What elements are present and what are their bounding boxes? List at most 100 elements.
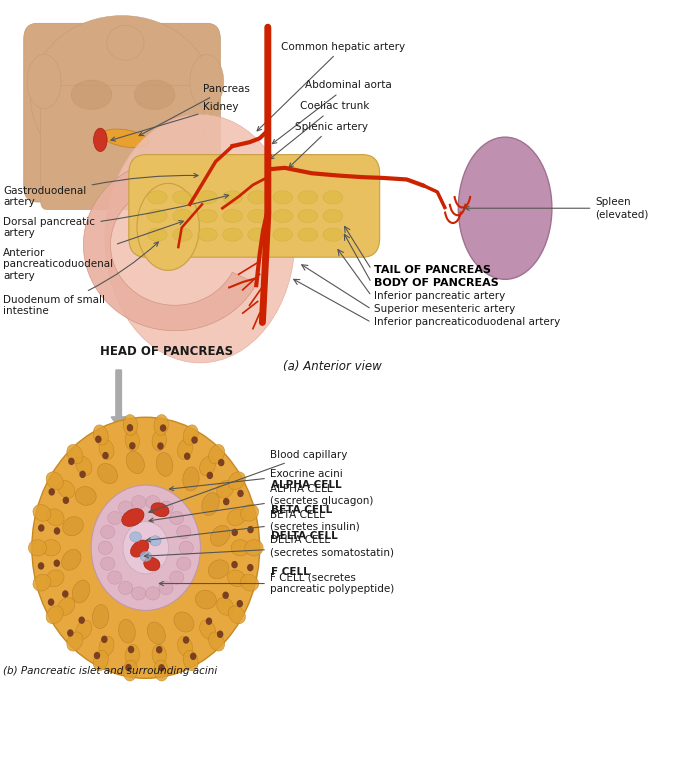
Text: Spleen
(elevated): Spleen (elevated): [465, 197, 649, 219]
Ellipse shape: [147, 622, 165, 644]
Ellipse shape: [92, 605, 108, 629]
Text: Superior mesenteric artery: Superior mesenteric artery: [374, 305, 515, 314]
Ellipse shape: [172, 190, 193, 204]
Ellipse shape: [58, 598, 75, 615]
Ellipse shape: [94, 650, 108, 671]
Ellipse shape: [67, 444, 83, 464]
Ellipse shape: [178, 636, 193, 657]
Circle shape: [47, 598, 54, 606]
Ellipse shape: [195, 591, 216, 609]
Ellipse shape: [46, 606, 63, 624]
Ellipse shape: [228, 472, 245, 490]
Text: Coeliac trunk: Coeliac trunk: [270, 102, 370, 159]
Ellipse shape: [323, 228, 342, 242]
Ellipse shape: [248, 209, 267, 222]
Ellipse shape: [119, 581, 133, 594]
Ellipse shape: [125, 645, 140, 665]
Ellipse shape: [131, 540, 148, 557]
Ellipse shape: [132, 587, 146, 600]
Ellipse shape: [172, 228, 193, 242]
Ellipse shape: [73, 580, 89, 603]
FancyArrowPatch shape: [112, 371, 125, 427]
Ellipse shape: [156, 452, 173, 476]
Text: Duodenum of small
intestine: Duodenum of small intestine: [3, 242, 159, 316]
Ellipse shape: [42, 540, 60, 556]
Circle shape: [54, 528, 60, 535]
Text: DELTA CELL: DELTA CELL: [271, 531, 337, 541]
Ellipse shape: [209, 632, 224, 651]
Ellipse shape: [209, 444, 224, 464]
Text: Common hepatic artery: Common hepatic artery: [257, 42, 405, 131]
Ellipse shape: [228, 509, 245, 525]
Ellipse shape: [100, 525, 115, 538]
Ellipse shape: [228, 570, 245, 587]
Ellipse shape: [183, 467, 199, 491]
Circle shape: [218, 459, 224, 466]
Ellipse shape: [183, 650, 198, 671]
Text: Inferior pancreatic artery: Inferior pancreatic artery: [374, 291, 506, 301]
Circle shape: [94, 652, 100, 660]
Ellipse shape: [152, 645, 166, 665]
Circle shape: [184, 452, 191, 460]
Text: Splenic artery: Splenic artery: [289, 122, 368, 167]
Ellipse shape: [108, 511, 122, 524]
Ellipse shape: [149, 536, 161, 545]
Ellipse shape: [46, 472, 63, 490]
Circle shape: [125, 664, 132, 671]
Text: ALPHA CELL: ALPHA CELL: [271, 479, 341, 490]
Ellipse shape: [190, 54, 224, 109]
Ellipse shape: [174, 612, 194, 632]
Text: HEAD OF PANCREAS: HEAD OF PANCREAS: [100, 346, 233, 358]
Ellipse shape: [202, 493, 219, 515]
Ellipse shape: [71, 80, 112, 110]
Circle shape: [95, 435, 102, 443]
Circle shape: [231, 528, 238, 536]
Ellipse shape: [323, 209, 342, 222]
Text: F CELL (secretes
pancreatic polypeptide): F CELL (secretes pancreatic polypeptide): [159, 573, 394, 594]
Ellipse shape: [132, 496, 146, 509]
Circle shape: [207, 472, 213, 479]
Ellipse shape: [323, 190, 342, 204]
Ellipse shape: [33, 574, 51, 591]
Ellipse shape: [178, 439, 193, 459]
Ellipse shape: [125, 430, 140, 451]
Ellipse shape: [148, 228, 167, 242]
Ellipse shape: [198, 228, 217, 242]
Text: ALPHA CELL
(secretes glucagon): ALPHA CELL (secretes glucagon): [149, 484, 373, 522]
Ellipse shape: [146, 496, 160, 509]
Circle shape: [123, 521, 169, 574]
Text: BETA CELL
(secretes insulin): BETA CELL (secretes insulin): [146, 510, 359, 542]
Ellipse shape: [217, 480, 234, 498]
Ellipse shape: [298, 228, 317, 242]
Circle shape: [62, 497, 69, 504]
Circle shape: [190, 653, 197, 660]
Circle shape: [79, 471, 86, 478]
FancyBboxPatch shape: [129, 155, 380, 257]
Ellipse shape: [33, 504, 51, 521]
Ellipse shape: [58, 480, 75, 498]
Ellipse shape: [199, 456, 216, 476]
Ellipse shape: [159, 501, 173, 514]
Ellipse shape: [273, 190, 293, 204]
Circle shape: [159, 664, 165, 671]
Ellipse shape: [100, 557, 115, 570]
Circle shape: [157, 442, 163, 450]
Ellipse shape: [199, 620, 216, 639]
Ellipse shape: [134, 80, 175, 110]
Ellipse shape: [122, 509, 144, 526]
Circle shape: [38, 524, 45, 531]
Ellipse shape: [217, 598, 234, 615]
Ellipse shape: [228, 606, 245, 624]
Circle shape: [237, 490, 244, 497]
Ellipse shape: [177, 557, 191, 570]
Circle shape: [247, 564, 254, 571]
Circle shape: [38, 563, 44, 570]
Text: Kidney: Kidney: [111, 103, 239, 141]
Ellipse shape: [27, 54, 61, 109]
Circle shape: [217, 630, 223, 638]
Text: (b) Pancreatic islet and surrounding acini: (b) Pancreatic islet and surrounding aci…: [3, 667, 218, 676]
Ellipse shape: [231, 540, 250, 556]
Ellipse shape: [102, 129, 149, 148]
Text: (a) Anterior view: (a) Anterior view: [283, 361, 382, 373]
Ellipse shape: [94, 128, 107, 152]
